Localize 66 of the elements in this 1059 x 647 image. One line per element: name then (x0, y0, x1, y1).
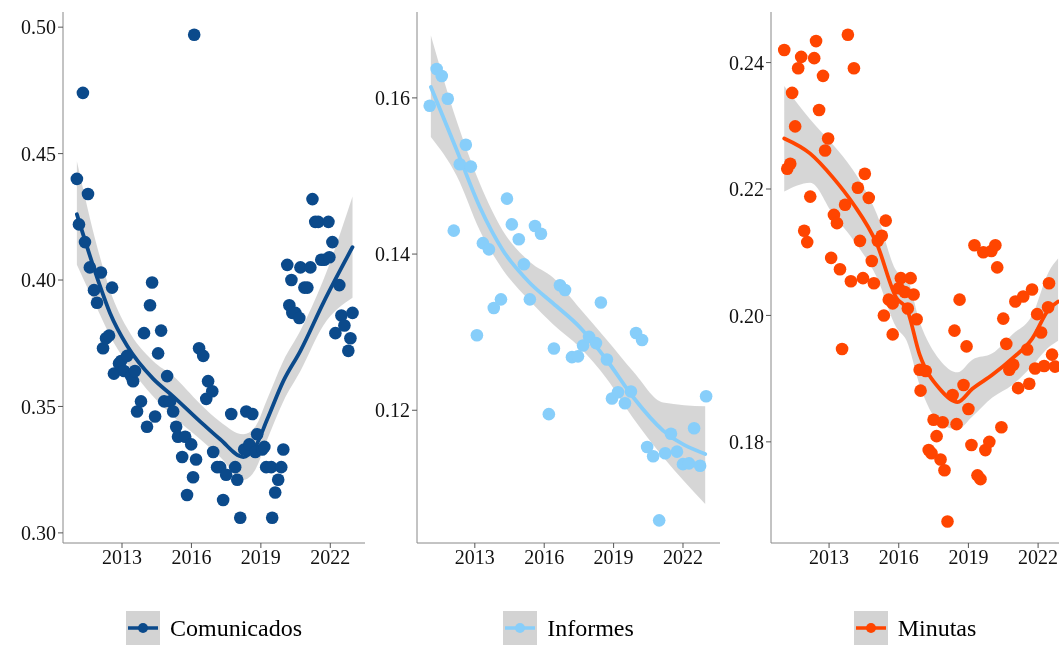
point (558, 283, 572, 297)
y-tick-label: 0.16 (375, 87, 410, 109)
line-series (74, 212, 355, 459)
x-tick-label: 2016 (878, 546, 919, 569)
y-tick-label: 0.30 (21, 521, 56, 544)
point (487, 301, 501, 315)
legend-label: Minutas (897, 614, 977, 642)
x-tick-label: 2019 (593, 546, 634, 569)
y-tick-label: 0.20 (729, 304, 764, 327)
point (624, 385, 638, 398)
y-tick-label: 0.18 (729, 430, 764, 453)
x-tick-label: 2022 (310, 546, 351, 569)
point (658, 446, 672, 460)
y-tick-label: 0.24 (729, 51, 764, 74)
legend-label: Informes (547, 614, 634, 642)
x-tick-label: 2022 (1018, 546, 1059, 569)
point (459, 138, 473, 152)
legend-label: Comunicados (170, 614, 302, 642)
point (576, 339, 590, 352)
point (699, 389, 713, 403)
point (470, 328, 484, 342)
point (640, 440, 654, 454)
y-tick-label: 0.35 (21, 395, 56, 418)
x-tick-label: 2013 (809, 546, 850, 569)
point (447, 224, 461, 237)
point (453, 157, 467, 171)
y-tick-label: 0.22 (729, 178, 764, 201)
point (670, 445, 684, 458)
point (494, 293, 508, 306)
x-tick-label: 2019 (948, 546, 989, 569)
point (464, 160, 478, 173)
point (547, 342, 561, 355)
y-tick-label: 0.12 (375, 399, 410, 422)
point (505, 218, 519, 231)
point (646, 450, 660, 463)
x-tick-label: 2013 (454, 546, 495, 569)
point (652, 514, 666, 527)
point (611, 385, 625, 399)
y-tick-label: 0.45 (21, 142, 56, 165)
point (534, 227, 548, 241)
y-tick-label: 0.40 (21, 269, 56, 292)
x-tick-label: 2022 (662, 546, 703, 569)
point (600, 353, 614, 366)
line-series (782, 136, 1059, 404)
point (664, 427, 678, 440)
point (589, 336, 603, 350)
point (423, 99, 437, 113)
x-tick-label: 2016 (171, 546, 212, 569)
point (512, 232, 526, 246)
point (687, 421, 701, 435)
point (542, 407, 556, 421)
point (594, 296, 608, 309)
point (618, 396, 632, 410)
x-tick-label: 2019 (240, 546, 281, 569)
point (635, 333, 649, 347)
x-tick-label: 2013 (102, 546, 143, 569)
point (693, 459, 707, 472)
y-tick-label: 0.50 (21, 16, 56, 39)
point (435, 69, 449, 83)
x-tick-label: 2016 (524, 546, 565, 569)
point (482, 243, 496, 256)
point (517, 257, 531, 271)
y-tick-label: 0.14 (375, 243, 410, 266)
point (441, 92, 455, 105)
point (523, 293, 537, 306)
point (500, 192, 514, 205)
